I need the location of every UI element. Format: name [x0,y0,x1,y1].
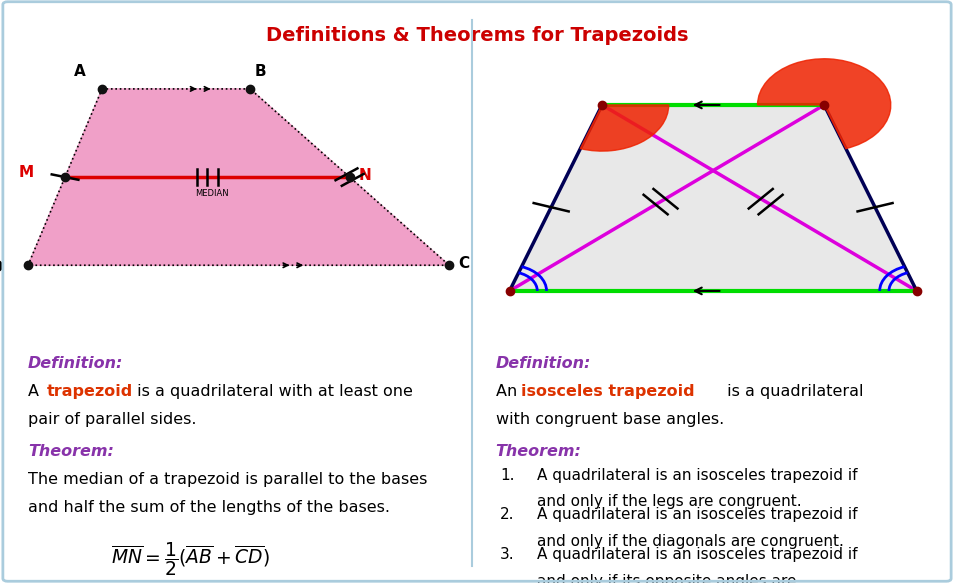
Text: B: B [254,64,266,79]
Text: and only if the legs are congruent.: and only if the legs are congruent. [537,494,801,510]
Text: 2.: 2. [499,507,515,522]
Polygon shape [28,89,449,265]
Wedge shape [579,105,668,151]
Text: is a quadrilateral: is a quadrilateral [721,384,863,399]
Text: A quadrilateral is an isosceles trapezoid if: A quadrilateral is an isosceles trapezoi… [537,468,857,483]
Text: trapezoid: trapezoid [47,384,132,399]
Text: Definition:: Definition: [496,356,591,371]
Wedge shape [757,59,890,149]
Text: A quadrilateral is an isosceles trapezoid if: A quadrilateral is an isosceles trapezoi… [537,507,857,522]
Text: D: D [0,259,4,275]
Text: An: An [496,384,521,399]
Polygon shape [509,105,916,291]
Text: and half the sum of the lengths of the bases.: and half the sum of the lengths of the b… [28,500,390,515]
Text: is a quadrilateral with at least one: is a quadrilateral with at least one [132,384,413,399]
Text: M: M [19,165,34,180]
Text: MEDIAN: MEDIAN [195,189,229,198]
Text: Definitions & Theorems for Trapezoids: Definitions & Theorems for Trapezoids [266,26,687,45]
Text: pair of parallel sides.: pair of parallel sides. [28,412,196,427]
Text: Theorem:: Theorem: [28,444,113,459]
Text: 1.: 1. [499,468,515,483]
Text: Definition:: Definition: [28,356,123,371]
Text: N: N [358,168,372,183]
Text: 3.: 3. [499,547,515,562]
Text: with congruent base angles.: with congruent base angles. [496,412,723,427]
Text: A: A [28,384,44,399]
Text: A: A [74,64,86,79]
Text: The median of a trapezoid is parallel to the bases: The median of a trapezoid is parallel to… [28,472,427,487]
Text: C: C [457,257,469,272]
Text: and only if its opposite angles are: and only if its opposite angles are [537,574,796,583]
Text: Theorem:: Theorem: [496,444,581,459]
Text: $\overline{MN} = \dfrac{1}{2}\left(\overline{AB}+\overline{CD}\right)$: $\overline{MN} = \dfrac{1}{2}\left(\over… [112,540,270,578]
Text: A quadrilateral is an isosceles trapezoid if: A quadrilateral is an isosceles trapezoi… [537,547,857,562]
Text: isosceles trapezoid: isosceles trapezoid [520,384,694,399]
Text: and only if the diagonals are congruent.: and only if the diagonals are congruent. [537,534,843,549]
